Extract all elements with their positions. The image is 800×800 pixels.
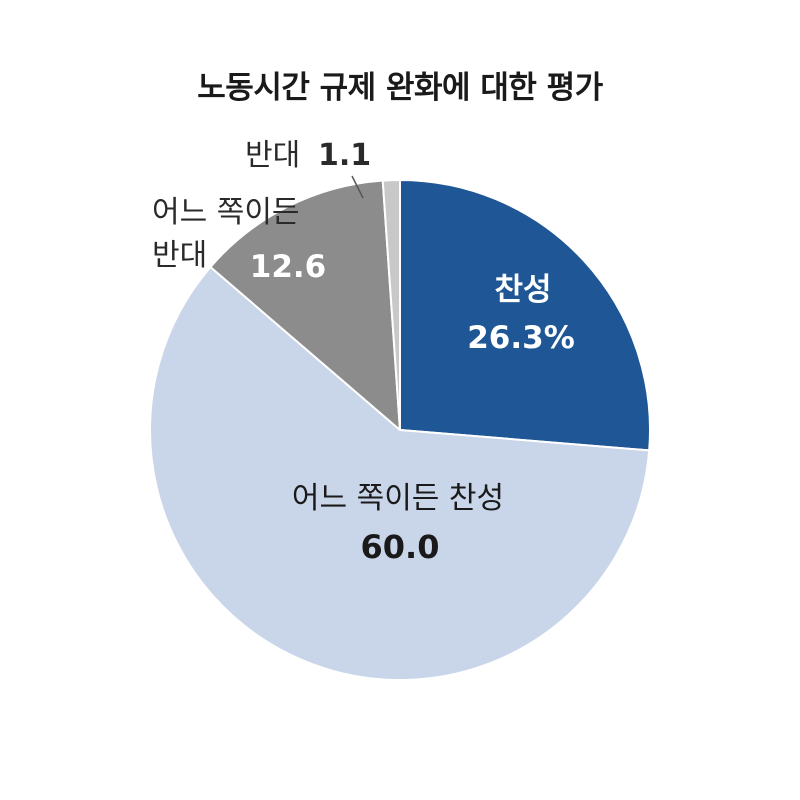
chart-title: 노동시간 규제 완화에 대한 평가: [197, 70, 603, 106]
slice-value-support: 26.3%: [467, 320, 575, 356]
slice-label-somewhat-oppose-line2: 반대: [152, 238, 207, 273]
slice-label-oppose: 반대: [245, 138, 300, 173]
slice-somewhat-support: [149, 266, 651, 681]
slice-label-somewhat-oppose-line1: 어느 쪽이든: [152, 195, 300, 230]
slice-somewhat-oppose: [209, 179, 401, 431]
slice-oppose: [381, 179, 401, 431]
slice-label-somewhat-support: 어느 쪽이든 찬성: [292, 481, 504, 516]
pie-slices: [149, 179, 651, 681]
slice-label-support: 찬성: [494, 272, 551, 308]
slice-value-somewhat-oppose: 12.6: [250, 249, 327, 285]
slice-value-oppose: 1.1: [318, 138, 371, 173]
slice-value-somewhat-support: 60.0: [361, 528, 440, 566]
slice-support: [399, 179, 651, 452]
leader-line-oppose: [351, 175, 364, 199]
